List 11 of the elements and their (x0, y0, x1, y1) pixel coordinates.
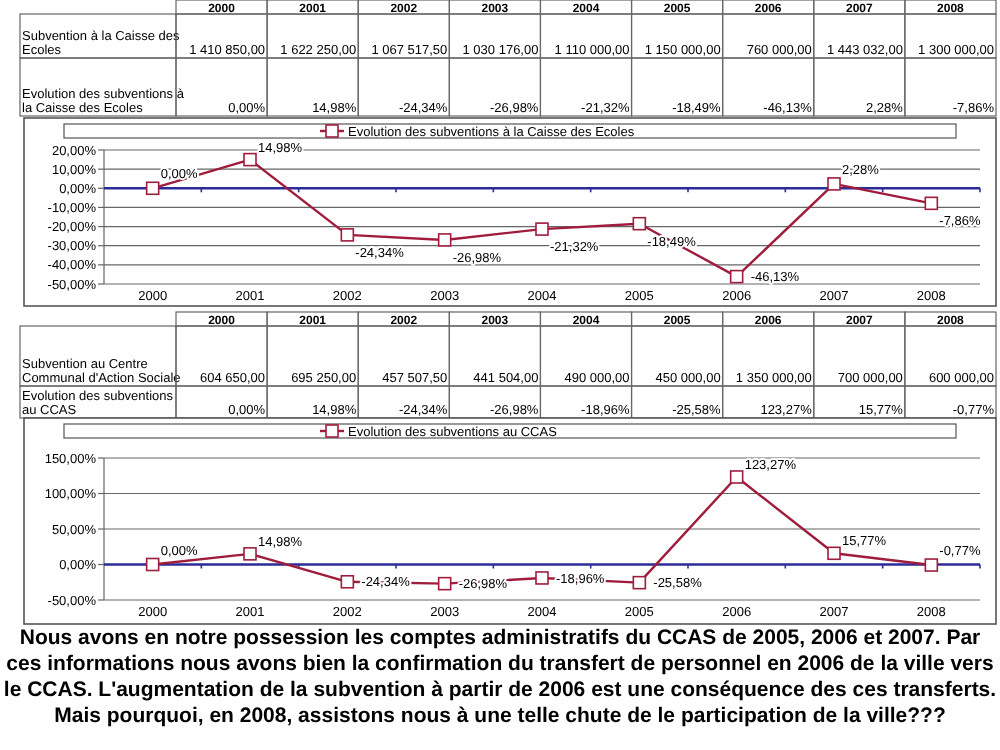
point (243, 547, 257, 561)
text: Mais pourquoi, en 2008, assistons nous à une telle chute de le participation de la ville??? (52, 704, 948, 730)
text: Nous avons en notre possession les comptes administratifs du CCAS de 2005, 2006 et 2007. Par ces informations nous avons bien la confirmation du transfert de personnel en 2006 de la ville vers le CCAS. L'augmentation de la subvention à partir de 2006 est une conséquence des ces transferts. (1, 626, 999, 704)
point (924, 558, 939, 572)
point (437, 576, 452, 591)
point (729, 470, 744, 484)
point (145, 557, 160, 572)
point (340, 574, 355, 589)
point (535, 571, 549, 585)
point (632, 575, 647, 590)
point (827, 546, 841, 561)
